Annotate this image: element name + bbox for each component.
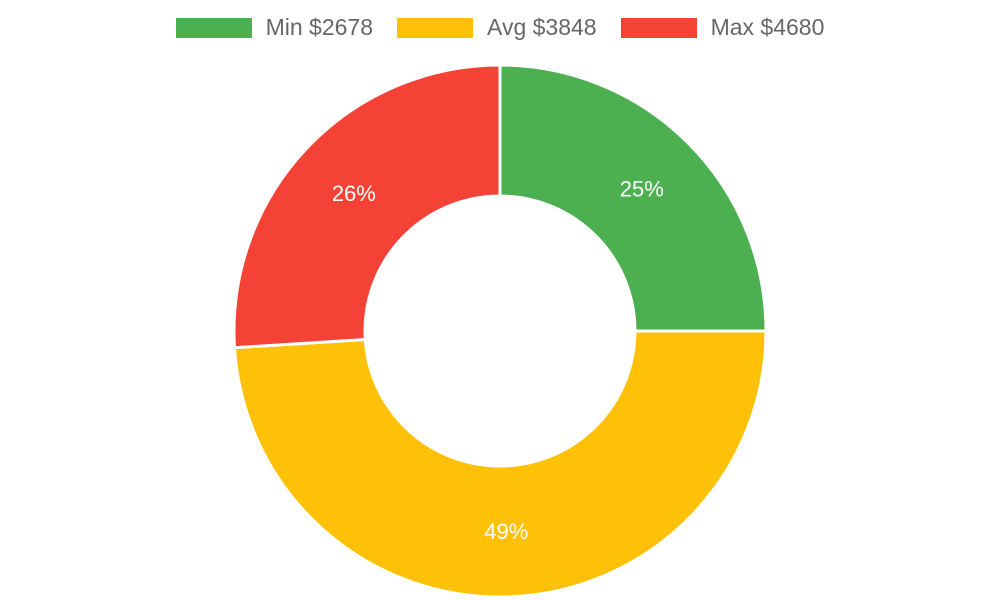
slice-label-max: 26% — [332, 181, 376, 206]
donut-slice-max[interactable] — [232, 63, 502, 350]
donut-value-labels: 25% 49% 26% — [332, 177, 664, 544]
legend-item-max[interactable]: Max $4680 — [620, 14, 825, 40]
legend-item-avg[interactable]: Avg $3848 — [397, 16, 597, 39]
legend-swatch-min — [175, 17, 252, 38]
donut-slice-avg[interactable] — [232, 329, 768, 599]
legend-label-min: Min $2678 — [265, 14, 374, 40]
legend-item-min[interactable]: Min $2678 — [175, 14, 374, 40]
legend-label-avg: Avg $3848 — [487, 14, 597, 40]
legend-swatch-max — [620, 17, 697, 38]
slice-label-avg: 49% — [484, 519, 528, 544]
donut-slices — [232, 63, 768, 599]
donut-slice-min[interactable] — [498, 63, 768, 333]
chart-legend: Min $2678 Avg $3848 Max $4680 — [0, 16, 1000, 39]
legend-swatch-avg — [397, 17, 474, 38]
slice-label-min: 25% — [620, 177, 664, 202]
legend-label-max: Max $4680 — [710, 14, 825, 40]
